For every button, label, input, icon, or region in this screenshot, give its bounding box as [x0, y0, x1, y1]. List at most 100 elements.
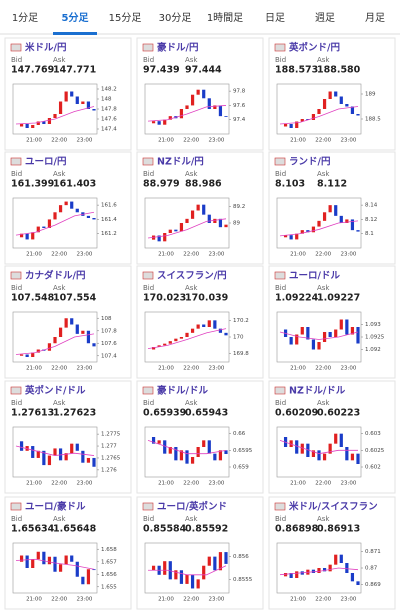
candle	[300, 327, 304, 335]
tab[interactable]: 週足	[315, 12, 335, 24]
moving-average	[15, 211, 95, 236]
moving-average	[279, 567, 359, 576]
candle	[350, 453, 355, 461]
tab[interactable]: 日足	[265, 12, 285, 24]
y-tick-label: 1.277	[101, 444, 117, 450]
tab[interactable]: 30分足	[159, 12, 192, 24]
card[interactable]	[268, 265, 396, 379]
ask-label: Ask	[185, 515, 198, 523]
x-tick-label: 23:00	[340, 366, 356, 372]
candle	[53, 114, 57, 118]
candle	[350, 106, 355, 114]
candle	[19, 124, 24, 127]
pair-name: 豪ドル/円	[157, 42, 198, 54]
candle	[218, 218, 223, 228]
y-tick-label: 161.4	[101, 217, 117, 223]
card[interactable]	[4, 151, 132, 265]
candle	[311, 450, 316, 457]
candle	[345, 563, 349, 573]
candle	[345, 447, 349, 461]
tab[interactable]: 1時間足	[207, 12, 243, 24]
candle	[311, 114, 316, 120]
candle	[86, 457, 91, 463]
moving-average	[147, 439, 227, 455]
candle	[196, 447, 200, 457]
x-tick-label: 22:00	[51, 481, 67, 487]
bid-value: 0.86898	[275, 524, 319, 535]
pair-name: 米ドル/円	[24, 42, 66, 54]
flag	[274, 43, 286, 52]
x-tick-label: 23:00	[76, 366, 92, 372]
y-tick-label: 107.4	[101, 353, 117, 359]
bid-label: Bid	[143, 399, 154, 407]
candle	[47, 455, 52, 466]
candle	[81, 330, 85, 334]
candle	[311, 226, 316, 233]
candle	[345, 104, 349, 107]
candle	[295, 121, 299, 128]
card[interactable]	[268, 380, 396, 494]
y-tick-label: 189	[365, 92, 376, 98]
candle	[185, 105, 189, 109]
x-tick-label: 21:00	[290, 366, 306, 372]
ask-label: Ask	[317, 284, 330, 292]
candle	[19, 441, 24, 451]
candle	[70, 443, 74, 454]
card[interactable]	[4, 265, 132, 379]
candle	[300, 443, 304, 454]
card[interactable]	[136, 380, 264, 494]
candle	[213, 105, 217, 109]
candle	[339, 554, 343, 563]
x-tick-label: 22:00	[315, 481, 331, 487]
tab[interactable]: 1分足	[12, 12, 38, 24]
x-tick-label: 22:00	[315, 597, 331, 603]
card[interactable]	[4, 37, 132, 151]
candle	[86, 101, 91, 109]
tab[interactable]: 5分足	[62, 11, 90, 24]
card[interactable]	[268, 496, 396, 610]
candle	[334, 329, 338, 337]
card[interactable]	[136, 151, 264, 265]
candle	[174, 570, 178, 580]
x-tick-label: 22:00	[315, 138, 331, 144]
card[interactable]	[268, 151, 396, 265]
candle	[25, 124, 29, 128]
card[interactable]	[4, 380, 132, 494]
candle	[339, 96, 343, 104]
bid-value: 161.399	[11, 179, 54, 190]
candle	[157, 235, 161, 242]
tab[interactable]: 月足	[365, 12, 385, 24]
candle	[31, 232, 35, 240]
x-tick-label: 21:00	[26, 252, 42, 258]
card[interactable]	[4, 496, 132, 610]
candle	[356, 230, 360, 232]
ask-label: Ask	[185, 284, 198, 292]
flag	[142, 157, 154, 166]
candle	[31, 352, 35, 357]
plot-area	[144, 542, 230, 594]
flag	[274, 271, 286, 280]
pair-name: カナダドル/円	[25, 270, 85, 282]
tab[interactable]: 15分足	[109, 12, 142, 24]
ask-label: Ask	[185, 56, 198, 64]
flag	[274, 502, 286, 511]
card[interactable]	[136, 37, 264, 151]
y-tick-label: 8.12	[365, 217, 377, 223]
card[interactable]	[268, 37, 396, 151]
candle	[322, 568, 327, 572]
candle	[163, 119, 167, 125]
candle	[42, 450, 46, 466]
card[interactable]	[136, 496, 264, 610]
card[interactable]	[136, 265, 264, 379]
candle	[36, 121, 40, 125]
candle	[53, 556, 57, 572]
y-tick-label: 147.6	[101, 117, 117, 123]
x-tick-label: 22:00	[183, 138, 199, 144]
bid-label: Bid	[143, 56, 154, 64]
candle	[339, 433, 343, 447]
bid-label: Bid	[11, 56, 22, 64]
y-tick-label: 0.871	[365, 549, 381, 555]
candle	[174, 229, 178, 232]
candle	[328, 443, 332, 454]
moving-average	[147, 105, 227, 122]
